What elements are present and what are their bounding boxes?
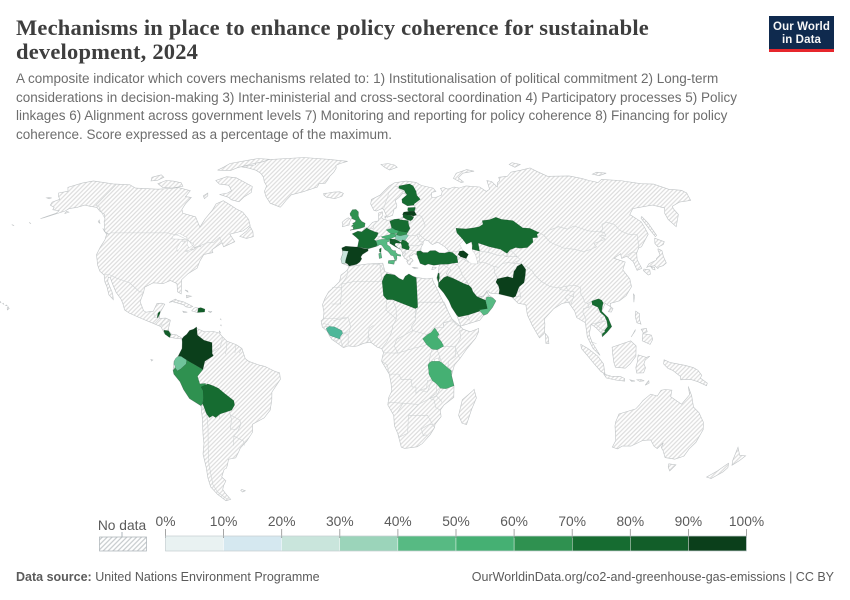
svg-text:No data: No data (98, 518, 147, 533)
svg-text:0%: 0% (156, 514, 176, 529)
svg-text:20%: 20% (268, 514, 296, 529)
svg-text:80%: 80% (616, 514, 644, 529)
svg-text:60%: 60% (500, 514, 528, 529)
svg-text:40%: 40% (384, 514, 412, 529)
svg-text:10%: 10% (210, 514, 238, 529)
svg-text:90%: 90% (675, 514, 703, 529)
svg-text:50%: 50% (442, 514, 470, 529)
svg-text:30%: 30% (326, 514, 354, 529)
svg-text:70%: 70% (558, 514, 586, 529)
svg-text:100%: 100% (729, 514, 764, 529)
